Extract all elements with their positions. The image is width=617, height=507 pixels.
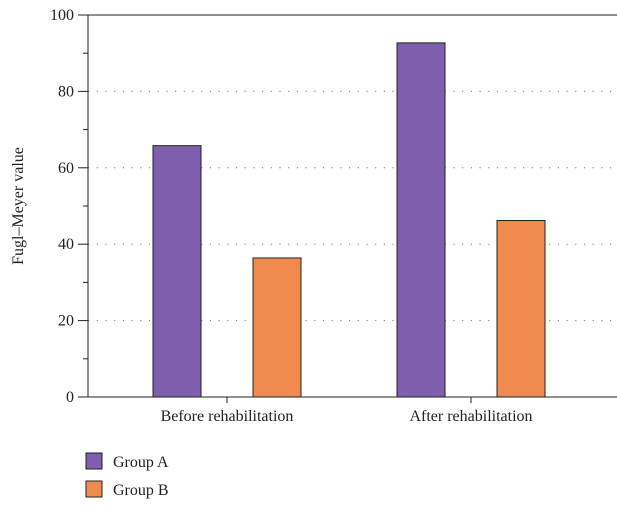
x-category-labels: Before rehabilitation After rehabilitatio… xyxy=(161,397,533,425)
category-label-0: Before rehabilitation xyxy=(161,408,294,425)
ytick-label-60: 60 xyxy=(58,160,74,177)
ytick-label-80: 80 xyxy=(58,83,74,100)
bars xyxy=(152,42,546,398)
legend-label-1: Group B xyxy=(113,482,169,499)
bar-group-a-0 xyxy=(152,145,202,398)
bar-group-b-0 xyxy=(252,257,302,398)
bar-group-a-1 xyxy=(396,42,446,398)
legend: Group A Group B xyxy=(85,452,169,499)
legend-swatch-0 xyxy=(85,452,103,470)
legend-label-0: Group A xyxy=(113,454,169,471)
ytick-label-0: 0 xyxy=(66,389,74,406)
category-label-1: After rehabilitation xyxy=(409,408,532,425)
legend-swatch-1 xyxy=(85,480,103,498)
y-ticks: 0 20 40 60 80 100 xyxy=(50,7,88,406)
ytick-label-20: 20 xyxy=(58,313,74,330)
ytick-label-100: 100 xyxy=(50,7,74,24)
bar-group-b-1 xyxy=(496,220,546,398)
y-axis-title: Fugl–Meyer value xyxy=(10,147,27,265)
ytick-label-40: 40 xyxy=(58,236,74,253)
